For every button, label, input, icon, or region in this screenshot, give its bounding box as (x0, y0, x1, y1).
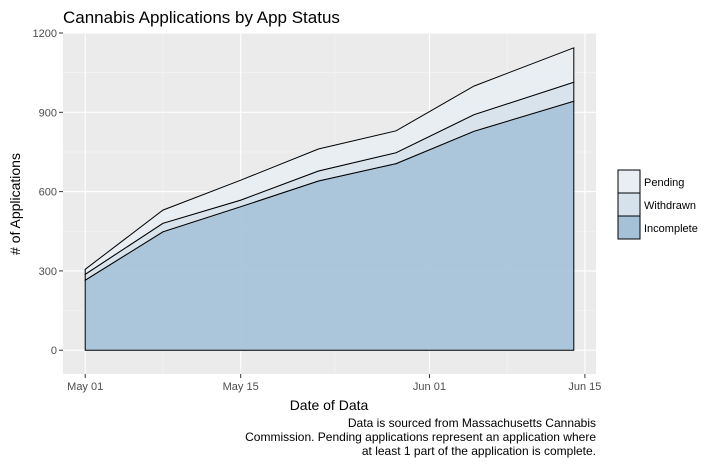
axes: 0 300 600 900 1200 May 01 May 15 Jun 01 Jun 15 (33, 28, 602, 393)
legend: Pending Withdrawn Incomplete (617, 169, 698, 240)
caption-line-2: Commission. Pending applications represe… (245, 430, 596, 444)
legend-key-withdrawn (617, 192, 641, 217)
legend-label-pending: Pending (644, 177, 684, 189)
caption-line-3: at least 1 part of the application is co… (361, 444, 596, 458)
legend-label-incomplete: Incomplete (644, 223, 698, 235)
caption-line-1: Data is sourced from Massachusetts Canna… (347, 416, 596, 430)
x-tick-label: Jun 01 (413, 381, 446, 393)
y-tick-label: 300 (39, 266, 57, 278)
chart-title: Cannabis Applications by App Status (63, 8, 340, 27)
y-axis-title: # of Applications (7, 153, 23, 255)
chart-caption: Data is sourced from Massachusetts Canna… (176, 416, 596, 458)
x-axis-title: Date of Data (290, 397, 369, 413)
legend-key-incomplete (617, 215, 641, 240)
y-tick-label: 0 (51, 345, 57, 357)
legend-key-pending (617, 169, 641, 194)
y-tick-label: 900 (39, 107, 57, 119)
x-tick-label: Jun 15 (568, 381, 601, 393)
legend-label-withdrawn: Withdrawn (644, 200, 696, 212)
area-layer (84, 47, 575, 351)
x-tick-label: May 01 (67, 381, 103, 393)
y-tick-label: 1200 (33, 28, 57, 40)
x-tick-label: May 15 (223, 381, 259, 393)
y-tick-label: 600 (39, 187, 57, 199)
area-pending (84, 47, 575, 276)
